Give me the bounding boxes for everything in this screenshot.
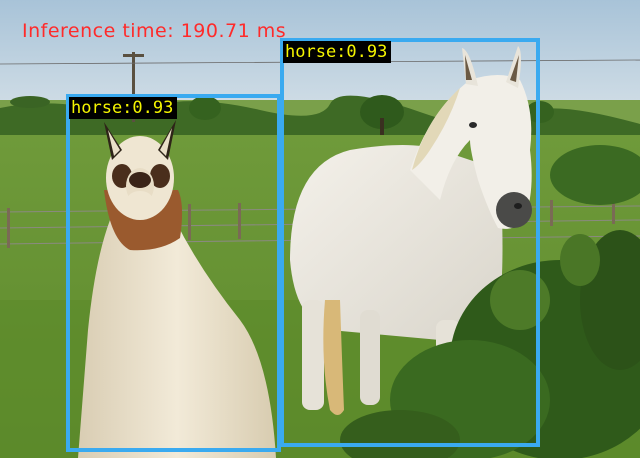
telegraph-crossarm <box>123 54 144 57</box>
llama-icon <box>78 120 276 458</box>
tree <box>526 101 554 123</box>
tree-trunk <box>380 118 384 138</box>
tree <box>10 96 50 108</box>
fence-posts <box>7 198 615 248</box>
detection-box-llama: horse:0.93 <box>66 94 281 452</box>
inference-time-text: Inference time: 190.71 ms <box>22 20 287 42</box>
detection-label: horse:0.93 <box>69 97 178 119</box>
detection-box-horse: horse:0.93 <box>280 38 540 447</box>
telegraph-pole <box>132 52 135 122</box>
tree <box>189 96 221 120</box>
tree <box>360 95 404 129</box>
detection-label: horse:0.93 <box>283 41 392 63</box>
bush <box>550 145 640 205</box>
white-horse-icon <box>290 46 532 415</box>
